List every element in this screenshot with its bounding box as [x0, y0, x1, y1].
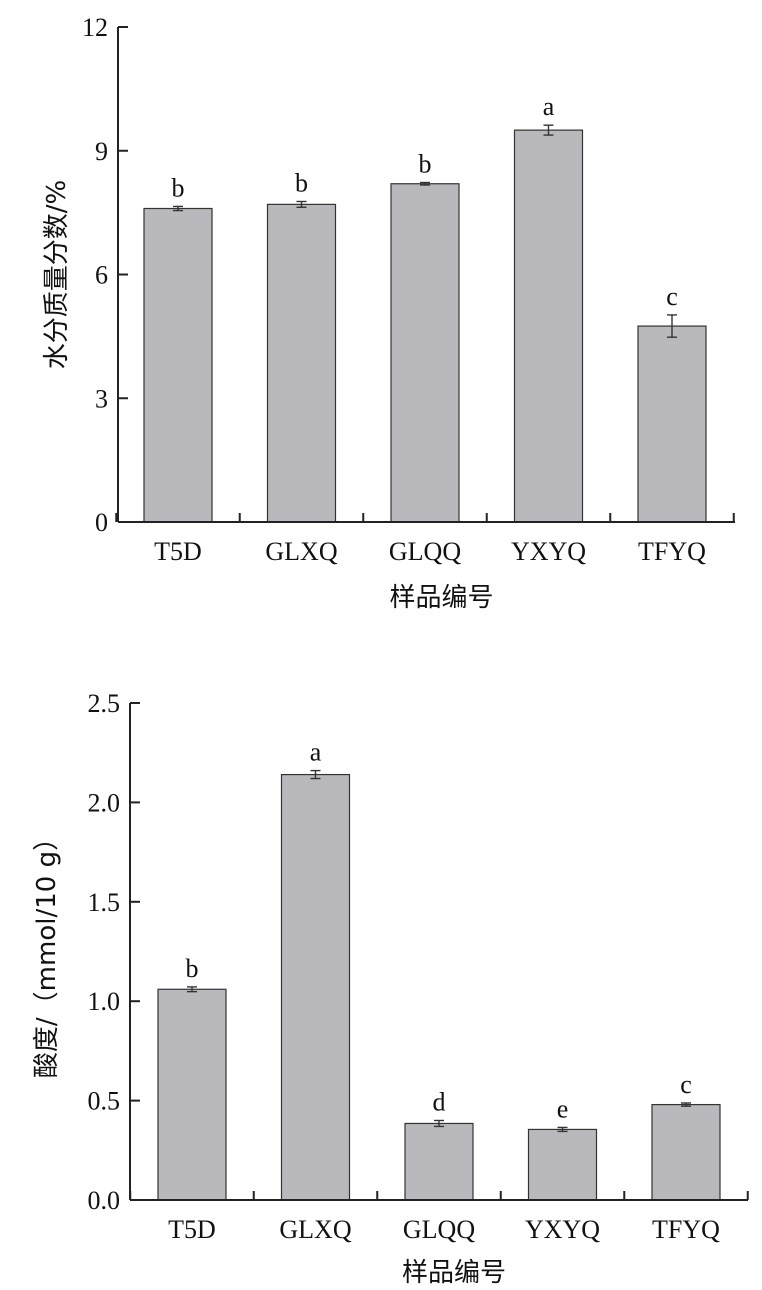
x-tick-label-T5D: T5D — [168, 1215, 216, 1244]
x-tick-label-T5D: T5D — [154, 537, 202, 566]
bar-GLXQ — [266, 203, 337, 523]
x-tick-label-GLQQ: GLQQ — [389, 537, 461, 566]
significance-label-GLQQ: d — [433, 1087, 446, 1116]
moisture-bar-chart: b T5D b GLXQ b GLQQ a YXYQ c TFYQ 0 3 6 9 12 水分质量分数/% 样品… — [42, 13, 735, 613]
y-tick-label: 1.0 — [88, 987, 121, 1016]
x-tick-label-YXYQ: YXYQ — [511, 537, 586, 566]
significance-label-YXYQ: e — [557, 1094, 569, 1123]
y-tick-label: 12 — [82, 13, 108, 42]
y-tick-label: 2.0 — [88, 788, 121, 817]
x-tick-label-GLXQ: GLXQ — [279, 1215, 351, 1244]
y-tick-label: 9 — [95, 137, 108, 166]
significance-label-GLXQ: a — [310, 738, 322, 767]
x-tick-label-TFYQ: TFYQ — [638, 537, 706, 566]
x-tick-label-GLQQ: GLQQ — [403, 1215, 475, 1244]
y-tick-label: 3 — [95, 384, 108, 413]
y-tick-label: 0.0 — [88, 1186, 121, 1215]
bar-T5D — [157, 988, 227, 1201]
bar-GLXQ — [280, 773, 351, 1201]
bar-GLQQ — [390, 183, 460, 523]
x-tick-label-GLXQ: GLXQ — [265, 537, 337, 566]
x-axis-title: 样品编号 — [389, 583, 493, 613]
significance-label-YXYQ: a — [543, 92, 555, 121]
x-tick-label-YXYQ: YXYQ — [525, 1215, 600, 1244]
significance-label-T5D: b — [172, 173, 185, 202]
y-tick-label: 0.5 — [88, 1087, 121, 1116]
significance-label-TFYQ: c — [680, 1070, 692, 1099]
y-tick-label: 6 — [95, 261, 108, 290]
significance-label-GLQQ: b — [419, 150, 432, 179]
bar-T5D — [143, 207, 213, 523]
bar-YXYQ — [513, 129, 584, 523]
significance-label-TFYQ: c — [666, 282, 678, 311]
bar-TFYQ — [651, 1103, 721, 1201]
y-tick-label: 0 — [95, 508, 108, 537]
y-tick-label: 1.5 — [88, 888, 121, 917]
y-tick-label: 2.5 — [88, 689, 121, 718]
acidity-bar-chart: b T5D a GLXQ d GLQQ e YXYQ c TFYQ 0.0 0.5 1.0 1.5 2.0 2… — [32, 689, 749, 1288]
y-axis-title: 水分质量分数/% — [42, 180, 72, 369]
significance-label-T5D: b — [186, 954, 199, 983]
x-tick-label-TFYQ: TFYQ — [652, 1215, 720, 1244]
bar-YXYQ — [527, 1128, 598, 1201]
bar-GLQQ — [404, 1122, 474, 1201]
x-axis-title: 样品编号 — [402, 1258, 506, 1288]
bar-TFYQ — [637, 325, 707, 523]
y-axis-title: 酸度/（mmol/10 g） — [32, 825, 62, 1078]
significance-label-GLXQ: b — [295, 168, 308, 197]
